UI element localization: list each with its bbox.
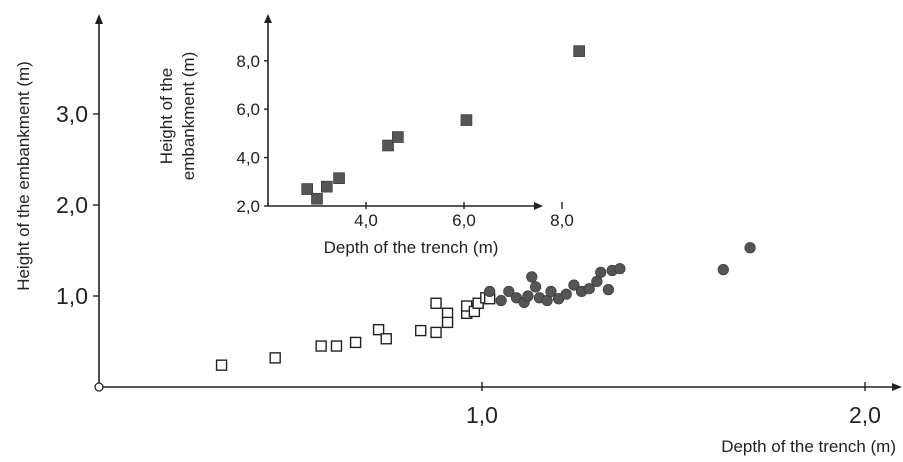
inset-y-axis-arrow <box>264 14 272 23</box>
inset-data-points <box>301 45 585 205</box>
inset-y-axis-label-line-1: Height of the <box>157 68 176 164</box>
data-point-filled-circle <box>530 281 542 293</box>
data-point-filled-circle <box>744 242 756 254</box>
main-y-tick-label: 3,0 <box>56 101 88 127</box>
main-y-tick-label: 1,0 <box>56 283 88 309</box>
data-point-filled-circle <box>583 283 595 295</box>
data-point-open-square <box>380 333 392 345</box>
inset-x-tick-label: 4,0 <box>354 211 378 230</box>
data-point-open-square <box>415 324 427 337</box>
data-point-filled-square <box>301 183 314 195</box>
main-y-tick-label: 2,0 <box>56 192 88 218</box>
data-point-filled-circle <box>595 266 607 278</box>
inset-y-axis-label-line-2: embankment (m) <box>179 52 198 180</box>
data-point-filled-circle <box>717 264 729 276</box>
inset-y-tick-label: 6,0 <box>236 100 260 119</box>
main-x-tick-label: 1,0 <box>466 402 498 428</box>
main-y-axis-label: Height of the embankment (m) <box>14 61 33 291</box>
data-point-filled-square <box>382 139 394 152</box>
main-axes: 1,0 2,0 1,0 2,0 3,0 <box>56 14 902 428</box>
inset-y-tick-label: 8,0 <box>236 52 260 71</box>
data-point-filled-square <box>311 192 323 205</box>
inset-x-tick-label: 6,0 <box>452 211 476 230</box>
data-point-open-square <box>372 323 385 336</box>
inset-axes: 4,0 6,0 8,0 2,0 4,0 6,0 8,0 <box>236 14 574 230</box>
main-x-axis-arrow <box>892 383 902 391</box>
inset-y-tick-label: 2,0 <box>236 197 260 216</box>
inset-y-tick-label: 4,0 <box>236 149 260 168</box>
data-point-filled-circle <box>568 279 580 291</box>
main-x-tick-label: 2,0 <box>849 402 881 428</box>
data-point-filled-circle <box>484 285 496 298</box>
data-point-open-square <box>215 359 228 371</box>
inset-x-axis-label: Depth of the trench (m) <box>324 238 499 257</box>
data-point-filled-circle <box>503 285 515 298</box>
main-plot: 1,0 2,0 1,0 2,0 3,0 <box>56 14 902 428</box>
data-point-filled-circle <box>602 284 614 296</box>
inset-x-tick-label: 8,0 <box>550 211 574 230</box>
origin-marker <box>94 382 104 392</box>
data-point-filled-circle <box>522 290 534 302</box>
data-point-filled-square <box>333 172 345 184</box>
data-point-filled-square <box>392 131 404 143</box>
inset-x-axis-arrow <box>534 202 543 210</box>
data-point-filled-square <box>573 45 585 57</box>
main-y-axis-arrow <box>95 14 103 24</box>
data-point-open-square <box>430 326 442 339</box>
data-point-filled-circle <box>526 271 538 283</box>
inset-plot: 4,0 6,0 8,0 2,0 4,0 6,0 8,0 <box>236 14 585 230</box>
data-point-filled-circle <box>545 285 557 298</box>
data-point-filled-square <box>320 180 333 193</box>
data-point-open-square <box>430 297 442 309</box>
data-point-filled-circle <box>495 294 507 307</box>
data-point-open-square <box>315 340 327 352</box>
main-x-axis-label: Depth of the trench (m) <box>721 437 896 456</box>
main-data-points <box>215 242 756 371</box>
data-point-open-square <box>349 336 362 349</box>
data-point-open-square <box>330 340 343 352</box>
data-point-filled-circle <box>614 263 626 275</box>
data-point-open-square <box>441 316 454 329</box>
data-point-open-square <box>269 352 281 364</box>
data-point-filled-circle <box>560 288 572 300</box>
data-point-filled-square <box>460 114 473 126</box>
